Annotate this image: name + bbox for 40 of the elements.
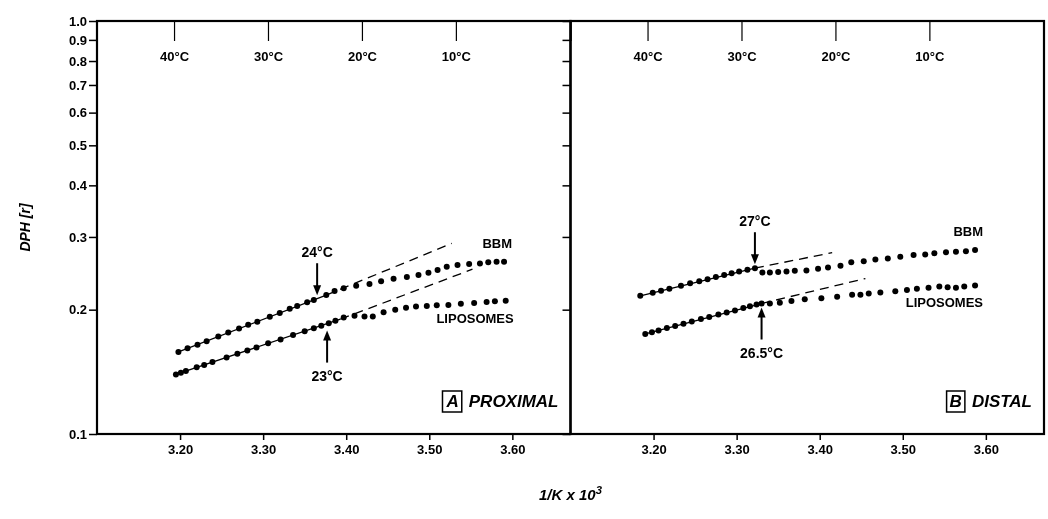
y-axis-title: DPH [r] [17,202,33,252]
x2-tick-label: 40°C [633,49,664,64]
y-tick-label: 0.1 [68,426,87,442]
series-label: BBM [953,223,984,239]
y-tick-label: 0.8 [68,53,87,69]
x2-tick-label: 40°C [160,49,190,64]
x-tick-label: 3.30 [724,442,750,458]
y-tick-label: 0.7 [68,77,87,93]
annotation: PROXIMAL [468,392,559,411]
x-tick-label: 3.60 [500,442,526,458]
x2-tick-label: 20°C [821,49,852,64]
x2-tick-label: 30°C [253,49,284,64]
y-tick-label: 1.0 [68,13,87,29]
x-tick-label: 3.20 [641,442,667,458]
x-tick-label: 3.20 [167,442,194,458]
series-label: LIPOSOMES [436,310,515,326]
x-tick-label: 3.40 [334,442,360,458]
annotation: 23°C [311,367,343,384]
annotation: 27°C [739,213,771,230]
x-axis-title: 1/K x 10$^{3}$ [539,484,603,503]
x-tick-label: 3.30 [250,442,277,458]
x2-tick-label: 20°C [347,49,378,64]
x2-tick-label: 10°C [441,49,472,64]
y-tick-label: 0.4 [68,178,88,194]
x2-tick-label: 10°C [915,49,946,64]
series-label: BBM [482,235,513,251]
annotation: DISTAL [971,392,1032,411]
y-tick-label: 0.2 [68,302,87,318]
x-tick-label: 3.50 [417,442,443,458]
annotation: 24°C [301,244,333,261]
x-tick-label: 3.50 [890,442,916,458]
y-tick-label: 0.6 [68,105,87,121]
x2-tick-label: 30°C [727,49,758,64]
y-tick-label: 0.3 [68,229,87,245]
series-label: LIPOSOMES [905,295,984,311]
y-tick-label: 0.5 [68,137,87,153]
y-tick-label: 0.9 [68,32,87,48]
x-tick-label: 3.40 [807,442,833,458]
x-tick-label: 3.60 [973,442,1000,458]
annotation: 26.5°C [740,344,784,361]
